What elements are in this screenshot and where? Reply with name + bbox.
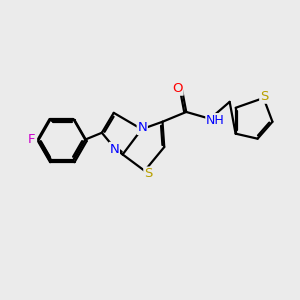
Text: F: F (28, 133, 35, 146)
Text: NH: NH (206, 114, 225, 127)
Text: N: N (110, 142, 119, 156)
Text: N: N (137, 121, 147, 134)
Text: S: S (144, 167, 152, 180)
Text: S: S (260, 90, 268, 103)
Text: O: O (172, 82, 183, 95)
Text: F: F (29, 135, 36, 148)
